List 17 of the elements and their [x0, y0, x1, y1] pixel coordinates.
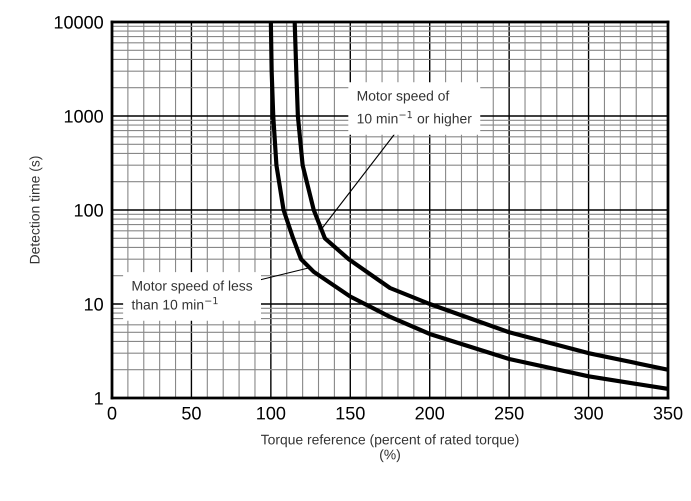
y-tick-label: 10 — [84, 298, 103, 311]
y-tick-label: 1 — [95, 392, 103, 405]
x-tick-label: 200 — [416, 406, 444, 420]
annotation: Motor speed of 10 min$^{−1}$ or higher — [358, 90, 472, 126]
y-tick-label: 100 — [74, 204, 103, 217]
y-axis-title: Detection time (s) — [29, 156, 42, 264]
x-tick-label: 300 — [574, 406, 603, 420]
x-tick-label: 100 — [257, 406, 286, 420]
x-axis-title: Torque reference (percent of rated torque) (%) — [261, 434, 518, 462]
x-tick-label: 250 — [494, 406, 524, 420]
annotation: Motor speed of less than 10 min$^{−1}$ — [132, 280, 252, 310]
x-tick-label: 0 — [108, 406, 116, 420]
y-tick-label: 1000 — [64, 110, 103, 123]
x-tick-label: 350 — [654, 406, 682, 420]
x-tick-label: 50 — [182, 406, 201, 420]
y-tick-label: 10000 — [54, 16, 103, 29]
x-tick-label: 150 — [336, 406, 365, 420]
